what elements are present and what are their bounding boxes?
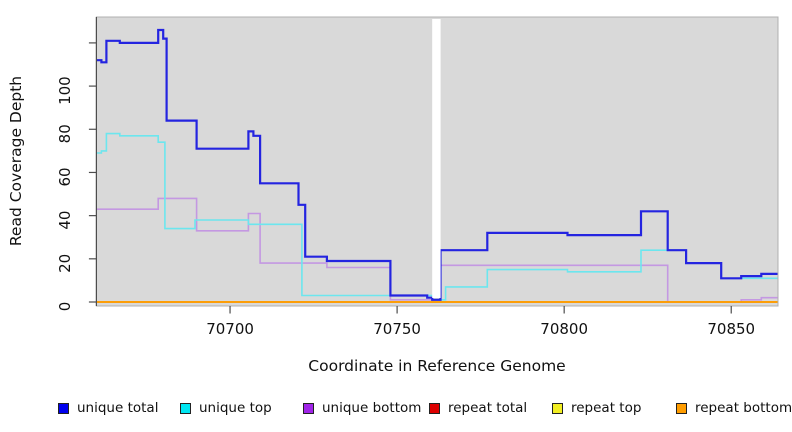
series-line-unique-total	[96, 28, 778, 301]
x-tick-label: 70750	[373, 320, 421, 338]
series-line-unique-top	[96, 132, 778, 301]
legend-label: unique top	[199, 400, 272, 416]
unique-top-swatch-icon	[180, 402, 191, 414]
coverage-chart: 0 20 40 60 80 100 70700 70750 70800 70850 Coordin…	[7, 16, 779, 375]
series-lines	[96, 28, 778, 303]
repeat-bottom-swatch-icon	[676, 402, 687, 414]
x-tick-label: 70800	[540, 320, 588, 338]
legend-item-unique-total: unique total	[58, 400, 158, 416]
unique-bottom-swatch-icon	[303, 402, 314, 414]
x-tick-label: 70850	[707, 320, 755, 338]
legend-item-repeat-top: repeat top	[552, 400, 641, 416]
y-tick-label: 80	[56, 124, 74, 143]
repeat-top-swatch-icon	[552, 402, 563, 414]
y-tick-label: 60	[56, 167, 74, 186]
legend-label: repeat total	[448, 400, 528, 416]
y-tick-label: 40	[56, 211, 74, 230]
legend-item-repeat-total: repeat total	[429, 400, 527, 416]
coverage-gap-band	[432, 19, 441, 298]
repeat-total-swatch-icon	[429, 402, 440, 414]
y-axis-label: Read Coverage Depth	[7, 76, 25, 246]
legend-label: repeat bottom	[695, 400, 792, 416]
legend-item-repeat-bottom: repeat bottom	[676, 400, 792, 416]
y-tick-label: 0	[56, 302, 74, 312]
legend-label: repeat top	[571, 400, 642, 416]
series-line-unique-bottom	[96, 197, 778, 303]
x-tick-label: 70700	[206, 320, 254, 338]
y-tick-label: 20	[56, 254, 74, 273]
unique-total-swatch-icon	[58, 402, 69, 414]
x-axis-label: Coordinate in Reference Genome	[308, 357, 565, 375]
legend-label: unique bottom	[322, 400, 422, 416]
axis-ticks: 0 20 40 60 80 100 70700 70750 70800 70850	[56, 17, 755, 338]
legend-label: unique total	[77, 400, 159, 416]
legend-item-unique-top: unique top	[180, 400, 272, 416]
legend-item-unique-bottom: unique bottom	[303, 400, 421, 416]
y-tick-label: 100	[56, 76, 74, 105]
